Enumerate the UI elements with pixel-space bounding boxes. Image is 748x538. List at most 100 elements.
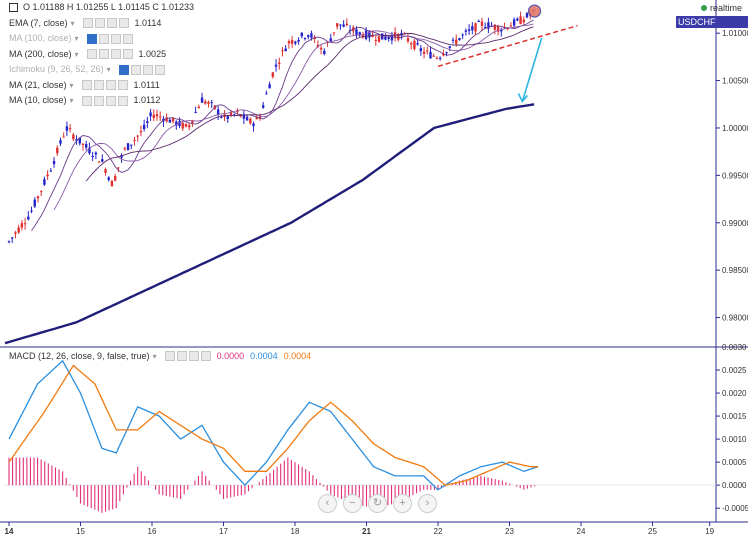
chevron-down-icon[interactable]: ▾ <box>69 80 74 90</box>
indicator-row[interactable]: MA (200, close) ▾ 1.0025 <box>0 47 194 63</box>
indicator-row[interactable]: MA (100, close) ▾ <box>0 31 194 47</box>
close-icon[interactable] <box>122 33 133 44</box>
settings-icon[interactable] <box>176 351 187 361</box>
candle-body <box>14 232 17 234</box>
close-icon[interactable] <box>122 49 133 60</box>
close-icon[interactable] <box>117 95 128 106</box>
signal-line <box>8 364 539 486</box>
eye-icon[interactable] <box>81 80 92 91</box>
indicator-row[interactable]: EMA (7, close) ▾ 1.0114 <box>0 16 194 32</box>
macd-label: MACD (12, 26, close, 9, false, true) <box>9 351 150 361</box>
candle-body <box>152 114 155 118</box>
eye-icon[interactable] <box>82 18 93 29</box>
x-tick-label: 23 <box>505 527 514 536</box>
settings-icon[interactable] <box>93 95 104 106</box>
settings-icon[interactable] <box>130 64 141 75</box>
chart-nav: ‹ − ↻ + › <box>318 494 437 513</box>
candle-body <box>448 46 451 48</box>
candle-body <box>464 30 468 32</box>
x-tick-label: 18 <box>291 527 300 536</box>
candle-body <box>155 114 159 117</box>
indicator-row[interactable]: MA (21, close) ▾ 1.0111 <box>0 78 194 94</box>
chevron-down-icon[interactable]: ▾ <box>74 49 79 59</box>
candle-body <box>72 134 75 140</box>
candle-body <box>307 35 310 37</box>
settings-icon[interactable] <box>98 33 109 44</box>
candle-body <box>56 147 59 154</box>
candle-body <box>187 125 191 128</box>
chevron-down-icon[interactable]: ▾ <box>106 65 111 74</box>
indicator-row[interactable]: Ichimoku (9, 26, 52, 26) ▾ <box>0 62 194 78</box>
candle-body <box>445 52 448 54</box>
close-icon[interactable] <box>118 18 129 29</box>
reset-icon[interactable]: ↻ <box>368 494 387 513</box>
macd-value: 0.0000 <box>216 351 245 361</box>
chevron-left-icon[interactable]: ‹ <box>318 494 337 513</box>
add-icon[interactable] <box>106 18 117 29</box>
close-icon[interactable] <box>117 80 128 91</box>
candle-body <box>278 62 281 64</box>
candle-body <box>88 147 91 154</box>
add-icon[interactable] <box>105 95 116 106</box>
close-icon[interactable] <box>200 351 211 361</box>
eye-icon[interactable] <box>164 351 175 361</box>
eye-icon[interactable] <box>81 95 92 106</box>
chevron-down-icon[interactable]: ▾ <box>70 18 75 28</box>
candle-body <box>483 27 487 29</box>
candle-body <box>39 190 43 192</box>
minus-icon[interactable]: − <box>343 494 362 513</box>
candle-body <box>316 44 320 47</box>
candle-body <box>487 22 490 29</box>
chevron-down-icon[interactable]: ▾ <box>152 351 157 361</box>
candle-body <box>319 47 323 50</box>
add-icon[interactable] <box>188 351 199 361</box>
ma200-path <box>4 103 535 345</box>
plus-icon[interactable]: + <box>393 494 412 513</box>
eye-icon[interactable] <box>86 33 97 44</box>
symbol-price: 1.01233 <box>682 29 715 39</box>
candles <box>7 4 542 244</box>
add-icon[interactable] <box>105 80 116 91</box>
projection-arrow <box>521 37 543 102</box>
candle-body <box>364 30 368 39</box>
candle-body <box>216 109 220 115</box>
settings-icon[interactable] <box>93 80 104 91</box>
chevron-down-icon[interactable]: ▾ <box>69 96 74 105</box>
add-icon[interactable] <box>110 33 121 44</box>
chevron-down-icon[interactable]: ▾ <box>74 34 79 43</box>
candle-body <box>229 112 233 116</box>
ma10-line <box>53 23 534 211</box>
add-icon[interactable] <box>110 49 121 60</box>
candle-body <box>409 43 413 45</box>
indicator-row[interactable]: MA (10, close) ▾ 1.0112 <box>0 93 194 109</box>
ema7-line <box>31 19 534 231</box>
candle-body <box>197 106 201 109</box>
indicator-label: EMA (7, close) <box>9 17 68 28</box>
x-tick-label: 24 <box>577 527 586 536</box>
candle-body <box>429 51 432 59</box>
candle-body <box>81 143 85 145</box>
candle-body <box>49 170 53 172</box>
close-icon[interactable] <box>154 64 165 75</box>
settings-icon[interactable] <box>94 18 105 29</box>
candle-body <box>11 237 14 239</box>
settings-icon[interactable] <box>98 49 109 60</box>
symbol-name: USDCHF <box>678 17 716 27</box>
eye-icon[interactable] <box>86 49 97 60</box>
add-icon[interactable] <box>142 64 153 75</box>
candle-body <box>377 36 381 42</box>
chevron-right-icon[interactable]: › <box>418 494 437 513</box>
candle-body <box>113 176 117 181</box>
candle-body <box>438 57 442 59</box>
candle-body <box>335 23 339 27</box>
candle-body <box>101 159 104 162</box>
eye-icon[interactable] <box>118 64 129 75</box>
candle-body <box>361 34 365 38</box>
macd-y-tick-label: 0.0020 <box>722 389 747 398</box>
candle-body <box>123 148 127 150</box>
candle-body <box>397 33 400 40</box>
macd-y-tick-label: 0.0005 <box>722 458 747 467</box>
candle-body <box>506 27 509 30</box>
collapse-icon[interactable] <box>9 3 18 13</box>
indicator-value: 1.0114 <box>134 17 162 28</box>
